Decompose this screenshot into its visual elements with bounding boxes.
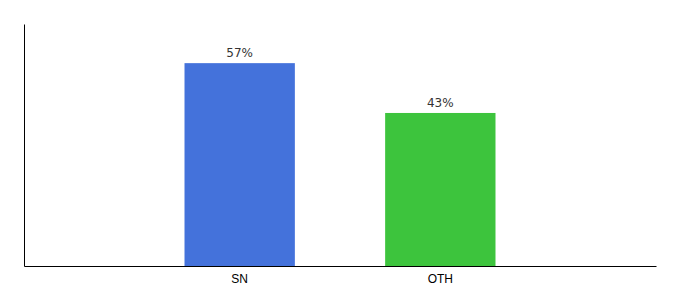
x-tick-label: OTH [428, 272, 453, 286]
data-label: 43% [427, 96, 454, 110]
x-tick: OTH [428, 272, 453, 286]
y-axis [24, 25, 25, 267]
chart: SN OTH 57% 43% [0, 0, 680, 300]
x-tick: SN [231, 272, 248, 286]
data-label: 57% [226, 46, 253, 60]
x-axis: SN OTH [25, 267, 657, 287]
x-tick-label: SN [231, 272, 248, 286]
bar [385, 113, 495, 266]
bars [185, 63, 496, 266]
data-labels: 57% 43% [226, 46, 453, 110]
plot: SN OTH 57% 43% [25, 25, 657, 287]
bar [185, 63, 295, 266]
y-axis-line [24, 25, 25, 267]
x-axis-line [25, 266, 657, 267]
